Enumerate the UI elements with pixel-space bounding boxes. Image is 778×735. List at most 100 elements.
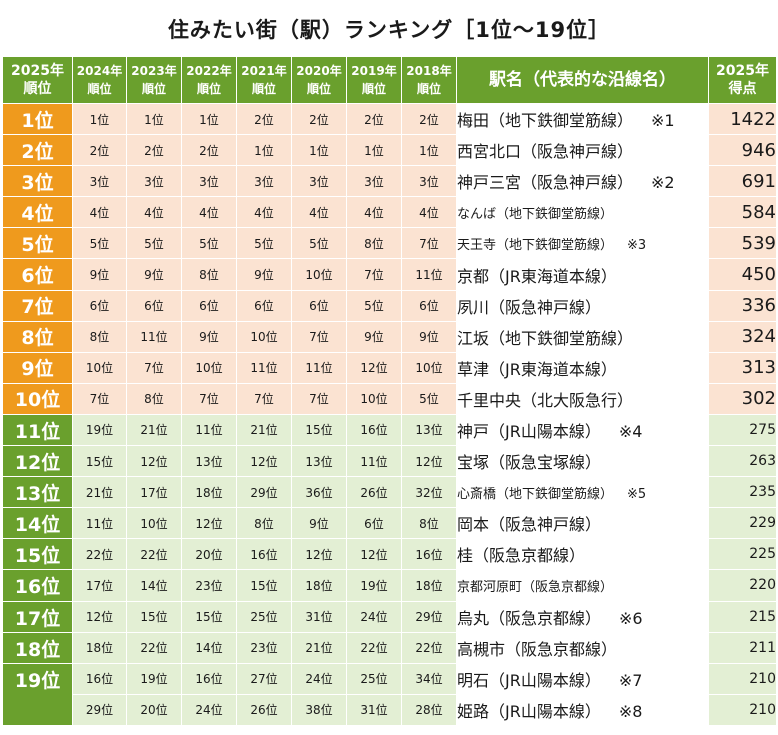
- past-rank-cell: 11位: [236, 351, 292, 384]
- past-rank-cell: 22位: [126, 631, 182, 664]
- rank-cell: 6位: [2, 258, 73, 291]
- station-cell: なんば（地下鉄御堂筋線）: [456, 196, 709, 229]
- past-rank-cell: 25位: [346, 662, 402, 695]
- past-rank-cell: 21位: [126, 413, 182, 447]
- past-rank-cell: 4位: [291, 196, 347, 229]
- header-year-2020: 2020年 順位: [291, 56, 347, 104]
- table-row: 16位 17位 14位 23位 15位 18位 19位 18位 京都河原町（阪急京都線） 220: [2, 569, 777, 602]
- past-rank-cell: 18位: [72, 631, 127, 664]
- past-rank-cell: 22位: [401, 631, 457, 664]
- station-name: 神戸三宮（阪急神戸線）: [457, 173, 634, 193]
- past-rank-cell: 7位: [126, 351, 182, 384]
- table-row: 6位 9位 9位 8位 9位 10位 7位 11位 京都（JR東海道本線） 450: [2, 258, 777, 291]
- rank-cell: 18位: [2, 631, 73, 664]
- rank-cell: 1位: [2, 102, 73, 136]
- table-row: 18位 18位 22位 14位 23位 21位 22位 22位 高槻市（阪急京都線） 211: [2, 631, 777, 664]
- score-cell: 539: [708, 227, 777, 260]
- past-rank-cell: 7位: [181, 382, 237, 415]
- station-cell: 西宮北口（阪急神戸線）: [456, 134, 709, 167]
- past-rank-cell: 14位: [126, 569, 182, 602]
- past-rank-cell: 1位: [126, 102, 182, 136]
- station-cell: 草津（JR東海道本線）: [456, 351, 709, 384]
- score-cell: 324: [708, 320, 777, 353]
- past-rank-cell: 6位: [346, 507, 402, 540]
- station-name: なんば（地下鉄御堂筋線）: [457, 206, 614, 222]
- past-rank-cell: 8位: [181, 258, 237, 291]
- past-rank-cell: 3位: [401, 165, 457, 198]
- station-name: 高槻市（阪急京都線）: [457, 639, 618, 659]
- header-rank: 2025年 順位: [2, 56, 73, 104]
- past-rank-cell: 11位: [346, 445, 402, 478]
- station-name: 夙川（阪急神戸線）: [457, 297, 602, 317]
- footnote-mark: ※8: [618, 701, 643, 721]
- table-row: 5位 5位 5位 5位 5位 5位 8位 7位 天王寺（地下鉄御堂筋線） ※3 539: [2, 227, 777, 260]
- past-rank-cell: 3位: [291, 165, 347, 198]
- table-row: 11位 19位 21位 11位 21位 15位 16位 13位 神戸（JR山陽本線） ※4 275: [2, 413, 777, 447]
- header-year-2018: 2018年 順位: [401, 56, 457, 104]
- past-rank-cell: 11位: [181, 413, 237, 447]
- past-rank-cell: 2位: [291, 102, 347, 136]
- past-rank-cell: 24位: [181, 693, 237, 726]
- table-row: 17位 12位 15位 15位 25位 31位 24位 29位 烏丸（阪急京都線） ※6 215: [2, 600, 777, 633]
- rank-cell: 12位: [2, 445, 73, 478]
- past-rank-cell: 6位: [126, 289, 182, 322]
- footnote-mark: ※1: [651, 111, 675, 131]
- past-rank-cell: 10位: [401, 351, 457, 384]
- past-rank-cell: 20位: [126, 693, 182, 726]
- past-rank-cell: 9位: [126, 258, 182, 291]
- station-name: 烏丸（阪急京都線）: [457, 608, 602, 628]
- past-rank-cell: 31位: [291, 600, 347, 633]
- past-rank-cell: 7位: [72, 382, 127, 415]
- past-rank-cell: 12位: [346, 351, 402, 384]
- past-rank-cell: 3位: [181, 165, 237, 198]
- past-rank-cell: 5位: [181, 227, 237, 260]
- past-rank-cell: 29位: [236, 476, 292, 509]
- past-rank-cell: 2位: [401, 102, 457, 136]
- past-rank-cell: 7位: [346, 258, 402, 291]
- past-rank-cell: 19位: [72, 413, 127, 447]
- past-rank-cell: 24位: [346, 600, 402, 633]
- rank-cell: 9位: [2, 351, 73, 384]
- past-rank-cell: 21位: [72, 476, 127, 509]
- past-rank-cell: 10位: [346, 382, 402, 415]
- past-rank-cell: 16位: [72, 662, 127, 695]
- past-rank-cell: 8位: [401, 507, 457, 540]
- past-rank-cell: 7位: [291, 382, 347, 415]
- score-cell: 1422: [708, 102, 777, 136]
- past-rank-cell: 12位: [181, 507, 237, 540]
- past-rank-cell: 25位: [236, 600, 292, 633]
- past-rank-cell: 17位: [126, 476, 182, 509]
- score-cell: 210: [708, 693, 777, 726]
- rank-cell: 3位: [2, 165, 73, 198]
- past-rank-cell: 29位: [401, 600, 457, 633]
- score-cell: 235: [708, 476, 777, 509]
- past-rank-cell: 9位: [236, 258, 292, 291]
- past-rank-cell: 4位: [236, 196, 292, 229]
- past-rank-cell: 23位: [236, 631, 292, 664]
- station-name: 梅田（地下鉄御堂筋線）: [457, 111, 634, 131]
- past-rank-cell: 2位: [72, 134, 127, 167]
- past-rank-cell: 9位: [181, 320, 237, 353]
- past-rank-cell: 8位: [126, 382, 182, 415]
- past-rank-cell: 16位: [181, 662, 237, 695]
- past-rank-cell: 10位: [126, 507, 182, 540]
- station-cell: 烏丸（阪急京都線） ※6: [456, 600, 709, 633]
- past-rank-cell: 17位: [72, 569, 127, 602]
- past-rank-cell: 2位: [181, 134, 237, 167]
- score-cell: 210: [708, 662, 777, 695]
- score-cell: 584: [708, 196, 777, 229]
- past-rank-cell: 11位: [126, 320, 182, 353]
- past-rank-cell: 16位: [346, 413, 402, 447]
- table-row: 19位 16位 19位 16位 27位 24位 25位 34位 明石（JR山陽本線） ※7 210: [2, 662, 777, 726]
- past-rank-cell: 13位: [401, 413, 457, 447]
- past-rank-cell: 23位: [181, 569, 237, 602]
- past-rank-cell: 8位: [346, 227, 402, 260]
- past-rank-cell: 29位: [72, 693, 127, 726]
- rank-cell: 13位: [2, 476, 73, 509]
- header-year-2023: 2023年 順位: [126, 56, 182, 104]
- past-rank-cell: 15位: [236, 569, 292, 602]
- score-cell: 263: [708, 445, 777, 478]
- station-name: 宝塚（阪急宝塚線）: [457, 453, 602, 473]
- ranking-table: 2025年 順位 2024年 順位 2023年 順位 2022年 順位 2021年 順位 …: [2, 56, 777, 726]
- past-rank-cell: 1位: [236, 134, 292, 167]
